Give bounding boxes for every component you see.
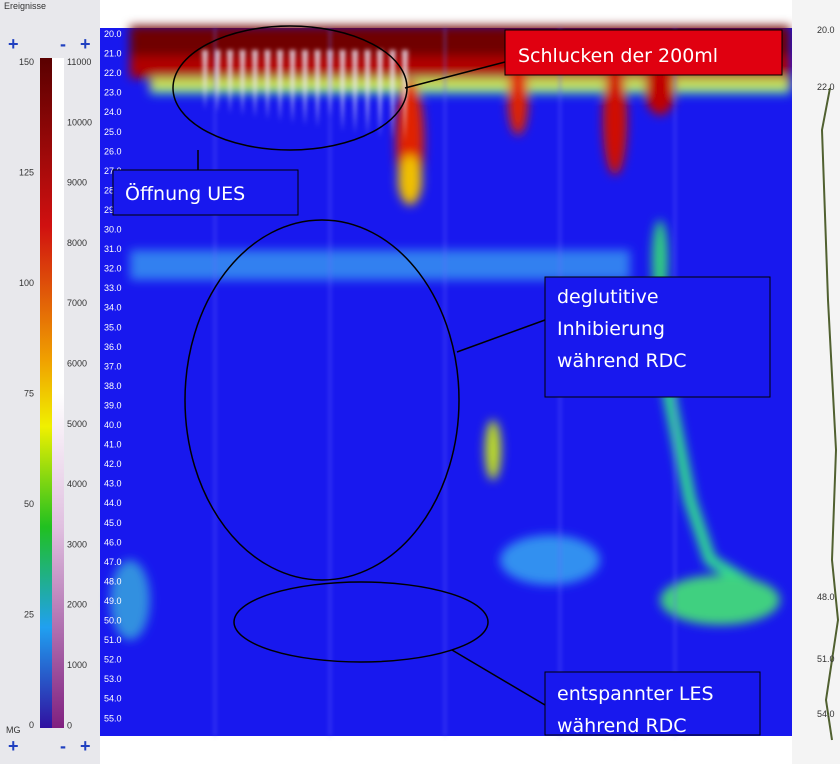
scale-label: 0	[29, 720, 34, 730]
depth-label: 22.0	[104, 68, 122, 78]
annotation-text: Inhibierung	[557, 318, 665, 340]
depth-label: 49.0	[104, 596, 122, 606]
depth-label: 22.0	[817, 82, 835, 92]
depth-label: 53.0	[104, 674, 122, 684]
depth-label: 36.0	[104, 342, 122, 352]
scale-label: 11000	[67, 57, 91, 67]
scale-label: 75	[24, 389, 34, 399]
depth-label: 51.0	[104, 635, 122, 645]
scale-label: 1000	[67, 660, 87, 670]
annotation-text: während RDC	[557, 350, 687, 372]
depth-label: 20.0	[817, 25, 835, 35]
depth-label: 23.0	[104, 88, 122, 98]
depth-label: 52.0	[104, 655, 122, 665]
annotation-text: deglutitive	[557, 286, 659, 308]
depth-label: 31.0	[104, 244, 122, 254]
scale-label: 4000	[67, 479, 87, 489]
depth-label: 41.0	[104, 440, 122, 450]
depth-label: 51.0	[817, 654, 835, 664]
scale-label: 6000	[67, 359, 87, 369]
depth-label: 48.0	[817, 592, 835, 602]
depth-label: 47.0	[104, 557, 122, 567]
plus-button[interactable]: +	[80, 34, 91, 54]
depth-label: 24.0	[104, 107, 122, 117]
scale-label: 5000	[67, 419, 87, 429]
scale-label: 150	[19, 57, 34, 67]
depth-label: 39.0	[104, 400, 122, 410]
scale-label: 9000	[67, 178, 87, 188]
plus-button[interactable]: +	[8, 34, 19, 54]
depth-label: 48.0	[104, 576, 122, 586]
depth-label: 43.0	[104, 479, 122, 489]
annotation-text: Öffnung UES	[125, 182, 245, 205]
depth-label: 46.0	[104, 537, 122, 547]
depth-label: 21.0	[104, 49, 122, 59]
minus-button[interactable]: -	[60, 34, 66, 54]
depth-label: 20.0	[104, 29, 122, 39]
scale-label: 50	[24, 499, 34, 509]
scale-label: 10000	[67, 117, 92, 127]
scale-label: 25	[24, 610, 34, 620]
screenshot: Ereignisse + - + + - + MG 150 125 100 75 50 2…	[0, 0, 840, 764]
depth-label: 44.0	[104, 498, 122, 508]
scale-label: 125	[19, 168, 34, 178]
depth-label: 33.0	[104, 283, 122, 293]
annotation-text: Schlucken der 200ml	[518, 45, 718, 67]
panel-title: Ereignisse	[4, 1, 46, 11]
depth-label: 32.0	[104, 264, 122, 274]
scale-label: 100	[19, 278, 34, 288]
depth-label: 25.0	[104, 127, 122, 137]
annotation-text: entspannter LES	[557, 683, 714, 705]
color-bar	[52, 58, 64, 728]
unit-label: MG	[6, 725, 21, 735]
depth-label: 45.0	[104, 518, 122, 528]
scale-label: 2000	[67, 600, 87, 610]
plus-button[interactable]: +	[80, 736, 91, 756]
depth-label: 38.0	[104, 381, 122, 391]
depth-label: 54.0	[817, 709, 835, 719]
depth-label: 40.0	[104, 420, 122, 430]
depth-label: 30.0	[104, 225, 122, 235]
depth-label: 35.0	[104, 322, 122, 332]
depth-label: 34.0	[104, 303, 122, 313]
depth-label: 42.0	[104, 459, 122, 469]
depth-label: 54.0	[104, 694, 122, 704]
depth-label: 55.0	[104, 713, 122, 723]
depth-label: 37.0	[104, 361, 122, 371]
depth-label: 50.0	[104, 616, 122, 626]
color-bar	[40, 58, 52, 728]
minus-button[interactable]: -	[60, 736, 66, 756]
scale-label: 3000	[67, 539, 87, 549]
plus-button[interactable]: +	[8, 736, 19, 756]
depth-label: 26.0	[104, 146, 122, 156]
scale-label: 7000	[67, 298, 87, 308]
scale-label: 8000	[67, 238, 87, 248]
scale-label: 0	[67, 720, 72, 730]
annotation-text: während RDC	[557, 715, 687, 737]
